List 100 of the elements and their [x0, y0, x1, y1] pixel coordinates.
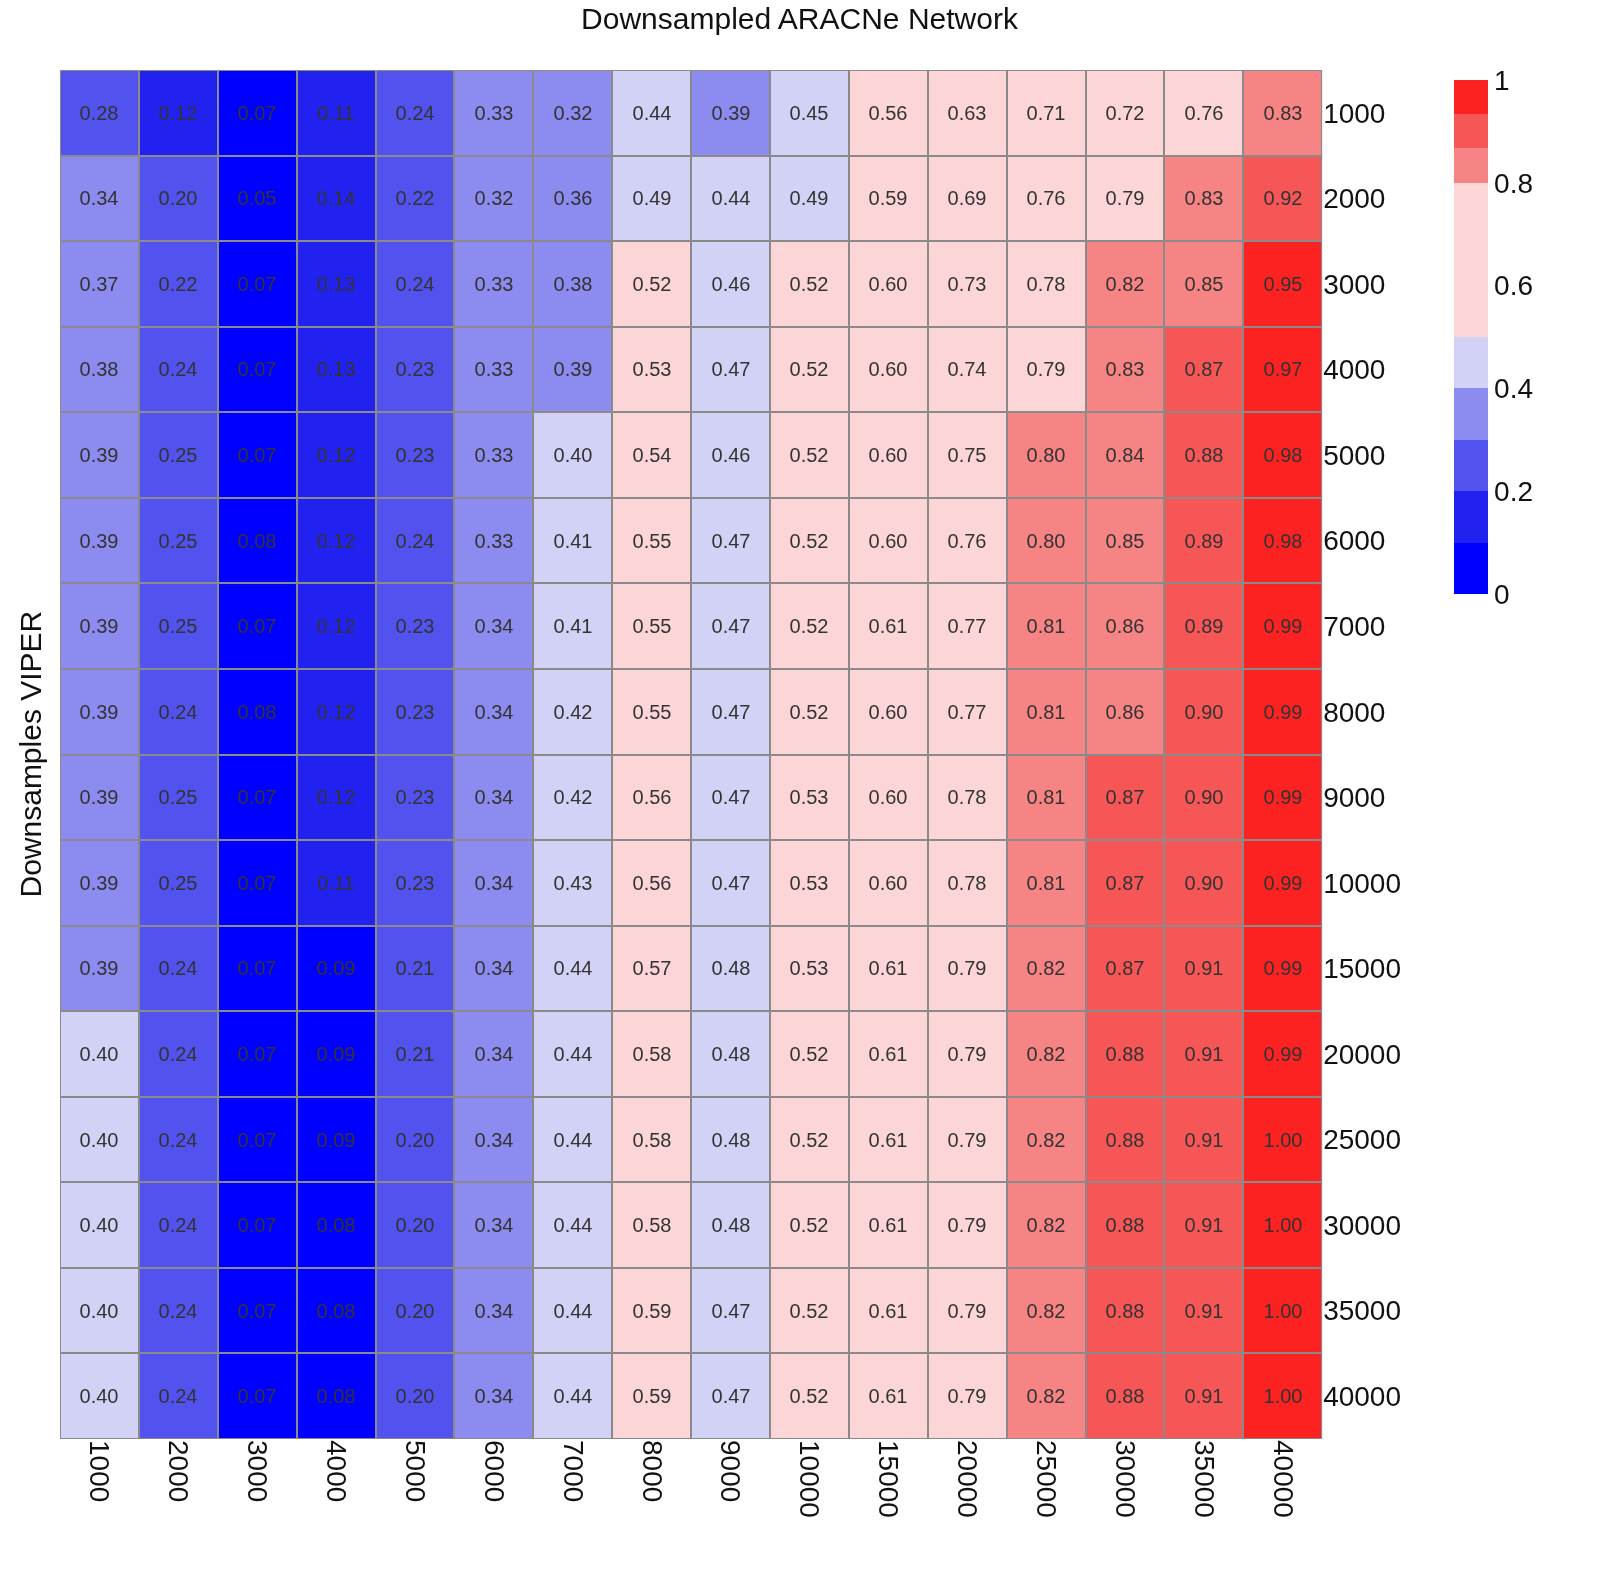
data-label: 0.91 — [1184, 957, 1224, 979]
data-label: 0.41 — [553, 615, 593, 637]
data-label: 0.60 — [868, 786, 908, 808]
data-label: 0.07 — [237, 615, 277, 637]
data-label: 0.40 — [79, 1300, 119, 1322]
data-label: 0.40 — [553, 444, 593, 466]
data-label: 0.40 — [79, 1129, 119, 1151]
data-label: 0.98 — [1263, 444, 1303, 466]
data-label: 0.88 — [1105, 1043, 1145, 1065]
data-label: 0.39 — [79, 701, 119, 723]
data-label: 0.34 — [474, 872, 514, 894]
x-tick-label: 25000 — [1030, 1440, 1062, 1518]
data-label: 0.25 — [158, 786, 198, 808]
data-label: 0.34 — [474, 615, 514, 637]
data-label: 0.47 — [711, 530, 751, 552]
chart-title: Downsampled ARACNe Network — [581, 1, 1019, 35]
data-label: 0.60 — [868, 872, 908, 894]
data-label: 0.82 — [1026, 1214, 1066, 1236]
data-label: 0.24 — [158, 957, 198, 979]
data-label: 0.79 — [947, 957, 987, 979]
data-label: 0.52 — [789, 1129, 829, 1151]
data-label: 0.07 — [237, 872, 277, 894]
data-label: 0.88 — [1105, 1214, 1145, 1236]
data-label: 0.91 — [1184, 1300, 1224, 1322]
data-label: 0.12 — [316, 701, 356, 723]
data-label: 0.25 — [158, 530, 198, 552]
data-label: 0.78 — [947, 786, 987, 808]
x-tick-label: 40000 — [1267, 1440, 1299, 1518]
data-label: 0.44 — [553, 1043, 593, 1065]
data-label: 0.76 — [1026, 187, 1066, 209]
color-bar-label: 1 — [1494, 64, 1510, 96]
data-label: 0.82 — [1026, 1043, 1066, 1065]
data-label: 0.37 — [79, 273, 119, 295]
data-label: 0.23 — [395, 701, 435, 723]
data-label: 0.53 — [789, 872, 829, 894]
data-label: 0.60 — [868, 530, 908, 552]
data-label: 0.79 — [947, 1043, 987, 1065]
data-label: 0.79 — [1026, 358, 1066, 380]
data-label: 0.41 — [553, 530, 593, 552]
data-label: 0.90 — [1184, 872, 1224, 894]
data-label: 0.12 — [316, 444, 356, 466]
data-label: 0.34 — [474, 1214, 514, 1236]
data-label: 0.21 — [395, 1043, 435, 1065]
data-label: 0.48 — [711, 1129, 751, 1151]
data-label: 0.32 — [553, 102, 593, 124]
data-label: 0.53 — [789, 786, 829, 808]
data-label: 0.56 — [632, 872, 672, 894]
data-label: 0.22 — [158, 273, 198, 295]
data-label: 0.71 — [1026, 102, 1066, 124]
data-label: 0.44 — [553, 1214, 593, 1236]
data-label: 0.61 — [868, 1300, 908, 1322]
data-label: 0.07 — [237, 1129, 277, 1151]
data-label: 0.52 — [632, 273, 672, 295]
data-label: 0.23 — [395, 358, 435, 380]
data-label: 1.00 — [1263, 1214, 1303, 1236]
data-label: 0.55 — [632, 615, 672, 637]
data-label: 0.61 — [868, 1385, 908, 1407]
data-label: 0.91 — [1184, 1043, 1224, 1065]
data-label: 0.55 — [632, 701, 672, 723]
data-label: 1.00 — [1263, 1129, 1303, 1151]
data-label: 0.56 — [868, 102, 908, 124]
data-label: 0.58 — [632, 1214, 672, 1236]
data-label: 0.24 — [158, 358, 198, 380]
data-label: 0.47 — [711, 358, 751, 380]
data-label: 0.53 — [632, 358, 672, 380]
data-label: 0.44 — [553, 957, 593, 979]
data-label: 0.08 — [316, 1385, 356, 1407]
x-tick-label: 20000 — [952, 1440, 984, 1518]
data-label: 0.61 — [868, 615, 908, 637]
data-label: 0.39 — [79, 444, 119, 466]
data-label: 0.22 — [395, 187, 435, 209]
y-tick-label: 20000 — [1323, 1038, 1402, 1070]
data-label: 0.49 — [632, 187, 672, 209]
data-label: 0.83 — [1184, 187, 1224, 209]
data-label: 0.99 — [1263, 957, 1303, 979]
data-label: 0.60 — [868, 701, 908, 723]
color-bar-label: 0 — [1494, 578, 1510, 610]
data-label: 0.34 — [474, 1300, 514, 1322]
data-label: 0.81 — [1026, 701, 1066, 723]
y-tick-label: 40000 — [1323, 1381, 1402, 1413]
data-label: 0.46 — [711, 444, 751, 466]
data-label: 0.86 — [1105, 615, 1145, 637]
data-label: 0.39 — [79, 615, 119, 637]
data-label: 0.09 — [316, 957, 356, 979]
data-label: 0.25 — [158, 615, 198, 637]
data-label: 0.79 — [947, 1129, 987, 1151]
data-label: 0.40 — [79, 1043, 119, 1065]
data-label: 1.00 — [1263, 1385, 1303, 1407]
data-label: 0.90 — [1184, 701, 1224, 723]
y-tick-label: 1000 — [1323, 97, 1386, 129]
data-label: 0.85 — [1105, 530, 1145, 552]
data-label: 0.33 — [474, 530, 514, 552]
data-label: 0.07 — [237, 102, 277, 124]
data-label: 0.47 — [711, 615, 751, 637]
data-label: 0.88 — [1105, 1300, 1145, 1322]
data-label: 0.28 — [79, 102, 119, 124]
data-label: 0.42 — [553, 786, 593, 808]
data-label: 0.07 — [237, 273, 277, 295]
data-label: 0.12 — [316, 615, 356, 637]
data-label: 0.20 — [158, 187, 198, 209]
